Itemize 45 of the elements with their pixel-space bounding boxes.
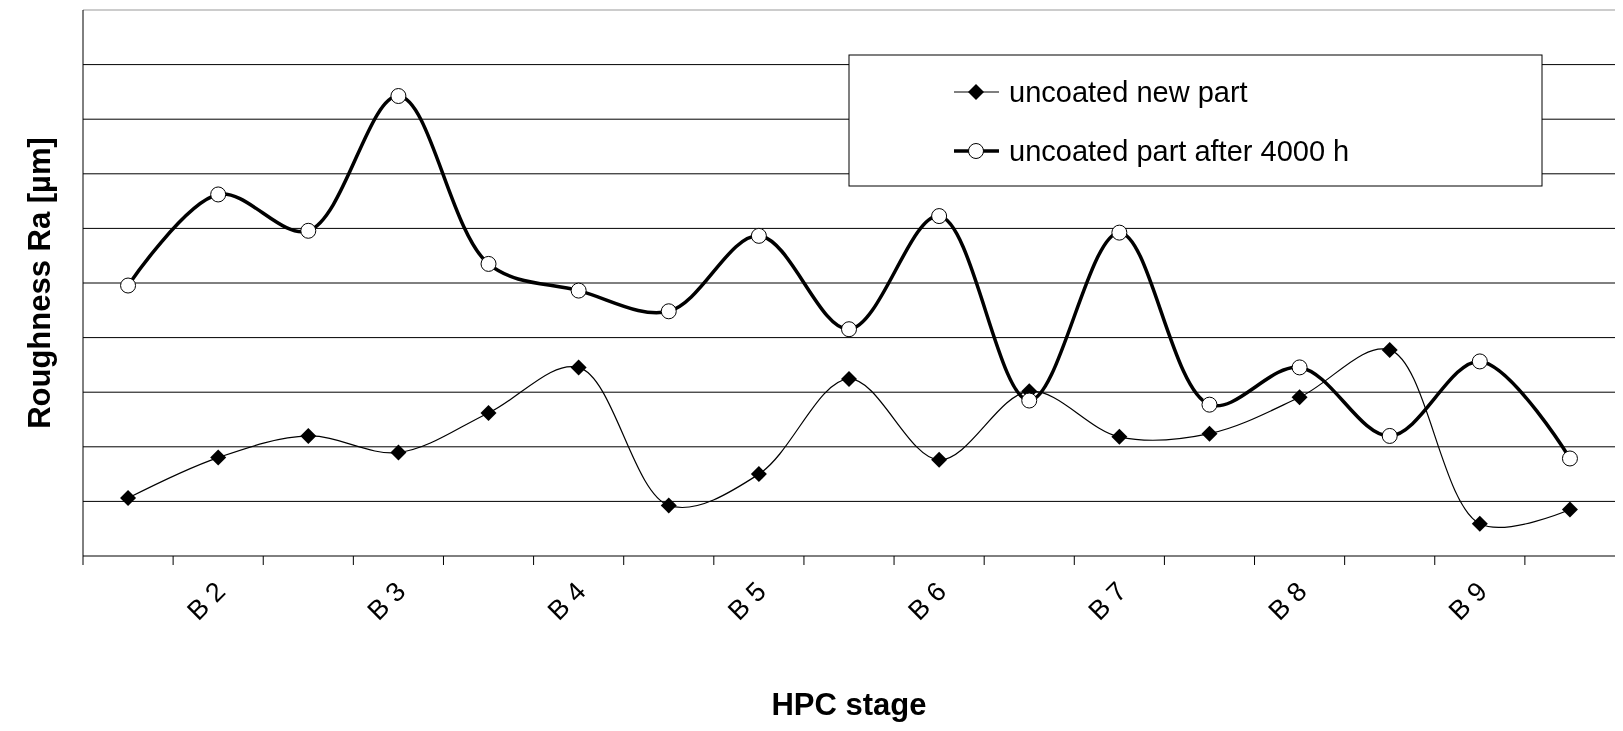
point xyxy=(1201,425,1218,442)
x-tick-label: B 9 xyxy=(1442,576,1493,626)
point xyxy=(210,449,227,466)
point xyxy=(841,321,857,338)
point xyxy=(120,277,137,294)
point xyxy=(570,282,587,299)
point xyxy=(480,255,497,272)
x-tick-label: B 4 xyxy=(541,576,592,626)
point xyxy=(570,359,587,376)
x-tick-label: B 2 xyxy=(181,576,232,626)
x-tick-label: B 5 xyxy=(721,576,772,626)
point xyxy=(390,88,407,105)
point xyxy=(660,497,677,514)
point xyxy=(210,186,227,203)
point xyxy=(931,208,948,225)
point xyxy=(841,370,857,387)
x-tick-label: B 7 xyxy=(1082,576,1133,626)
point xyxy=(1381,427,1398,444)
point xyxy=(480,404,497,421)
point xyxy=(750,466,767,483)
point xyxy=(300,222,317,239)
point xyxy=(390,444,407,461)
x-tick-label: B 6 xyxy=(902,576,953,626)
legend-label: uncoated part after 4000 h xyxy=(1009,135,1350,167)
point xyxy=(1111,428,1128,445)
point xyxy=(1021,392,1038,409)
x-tick-label: B 3 xyxy=(361,576,412,626)
point xyxy=(1111,224,1128,241)
point xyxy=(1381,341,1398,358)
point xyxy=(1471,515,1488,532)
point xyxy=(1561,450,1578,467)
point xyxy=(660,303,677,320)
point xyxy=(120,490,137,507)
point xyxy=(300,427,317,444)
x-axis-title: HPC stage xyxy=(771,687,927,722)
point xyxy=(1561,501,1578,518)
x-tick-label: B 8 xyxy=(1262,576,1313,626)
point xyxy=(1471,353,1488,370)
y-axis-title: Roughness Ra [µm] xyxy=(22,137,57,429)
point xyxy=(931,451,948,468)
point xyxy=(1201,396,1218,413)
legend-label: uncoated new part xyxy=(1009,76,1248,108)
point xyxy=(1291,359,1308,376)
point xyxy=(750,227,767,244)
point xyxy=(1291,389,1308,406)
